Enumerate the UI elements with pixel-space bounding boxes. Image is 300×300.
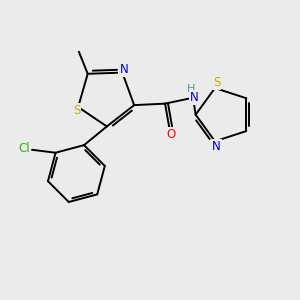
Text: N: N [119,63,128,76]
Text: Cl: Cl [18,142,30,155]
Text: N: N [212,140,221,153]
Text: O: O [166,128,176,141]
Text: S: S [213,76,220,89]
Text: N: N [190,91,199,104]
Text: H: H [188,84,196,94]
Text: S: S [73,103,80,116]
